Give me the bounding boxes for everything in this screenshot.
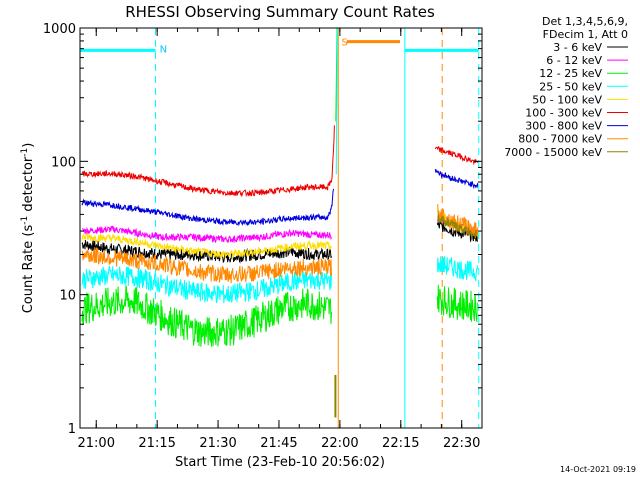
legend-label: 7000 - 15000 keV <box>504 146 602 159</box>
annotation-label: N <box>160 45 167 56</box>
legend-header-1: Det 1,3,4,5,6,9, <box>542 15 628 28</box>
series-100-300-kev-post <box>434 146 479 166</box>
spike-25-50 <box>335 27 338 175</box>
y-axis-label-mid: detector <box>21 156 36 216</box>
series-3-6-kev-post <box>436 220 479 243</box>
series-layer <box>81 27 479 418</box>
x-tick-label: 21:45 <box>260 436 297 451</box>
x-tick-label: 22:15 <box>382 436 419 451</box>
legend-label: 3 - 6 keV <box>553 41 602 54</box>
vlines-layer <box>79 28 480 428</box>
y-tick-label: 100 <box>51 155 76 170</box>
x-tick-label: 21:15 <box>138 436 175 451</box>
legend-label: 25 - 50 keV <box>539 80 602 93</box>
chart-title: RHESSI Observing Summary Count Rates <box>125 3 435 21</box>
plot-frame <box>79 27 483 429</box>
series-800-7000-kev-post <box>436 203 479 239</box>
series-300-800-kev <box>81 188 334 227</box>
y-axis-label-end: ) <box>21 143 36 148</box>
y-axis-label-sup2: -1 <box>20 148 30 157</box>
y-axis: 1 10 100 1000 <box>43 22 482 437</box>
flags-layer <box>80 40 479 52</box>
legend-label: 12 - 25 keV <box>539 67 602 80</box>
legend-label: 300 - 800 keV <box>525 120 602 133</box>
x-tick-label: 21:30 <box>199 436 236 451</box>
series-800-7000-kev <box>81 247 332 284</box>
y-axis-label-sup1: -1 <box>20 216 30 225</box>
y-axis-label: Count Rate (s-1 detector-1) <box>20 143 36 314</box>
series-6-12-kev <box>81 225 332 244</box>
y-tick-label: 1 <box>68 422 76 437</box>
series-100-300-kev <box>81 125 335 198</box>
series-50-100-kev <box>81 232 332 259</box>
x-tick-label: 22:30 <box>443 436 480 451</box>
series-25-50-kev <box>81 265 332 304</box>
x-tick-label: 22:00 <box>321 436 358 451</box>
legend-label: 6 - 12 keV <box>546 54 602 67</box>
series-12-25-kev-post <box>436 284 478 322</box>
legend-label: 800 - 7000 keV <box>518 133 602 146</box>
legend-label: 50 - 100 keV <box>532 93 602 106</box>
x-tick-label: 21:00 <box>78 436 115 451</box>
series-12-25-kev <box>81 285 332 347</box>
series-300-800-kev-post <box>434 168 479 190</box>
legend-header-2: FDecim 1, Att 0 <box>543 28 628 41</box>
annotations: NS <box>160 38 348 56</box>
y-tick-label: 1000 <box>43 22 76 37</box>
annotation-label: S <box>342 38 348 49</box>
x-axis: 21:00 21:15 21:30 21:45 22:00 22:15 22:30 <box>78 28 483 451</box>
y-axis-label-main: Count Rate (s <box>21 225 36 314</box>
legend-label: 100 - 300 keV <box>525 107 602 120</box>
y-tick-label: 10 <box>59 289 76 304</box>
series-25-50-kev-post <box>436 255 479 282</box>
timestamp: 14-Oct-2021 09:19 <box>560 465 636 474</box>
x-axis-label: Start Time (23-Feb-10 20:56:02) <box>175 455 385 470</box>
series-7000-15000-kev-post <box>436 214 479 239</box>
